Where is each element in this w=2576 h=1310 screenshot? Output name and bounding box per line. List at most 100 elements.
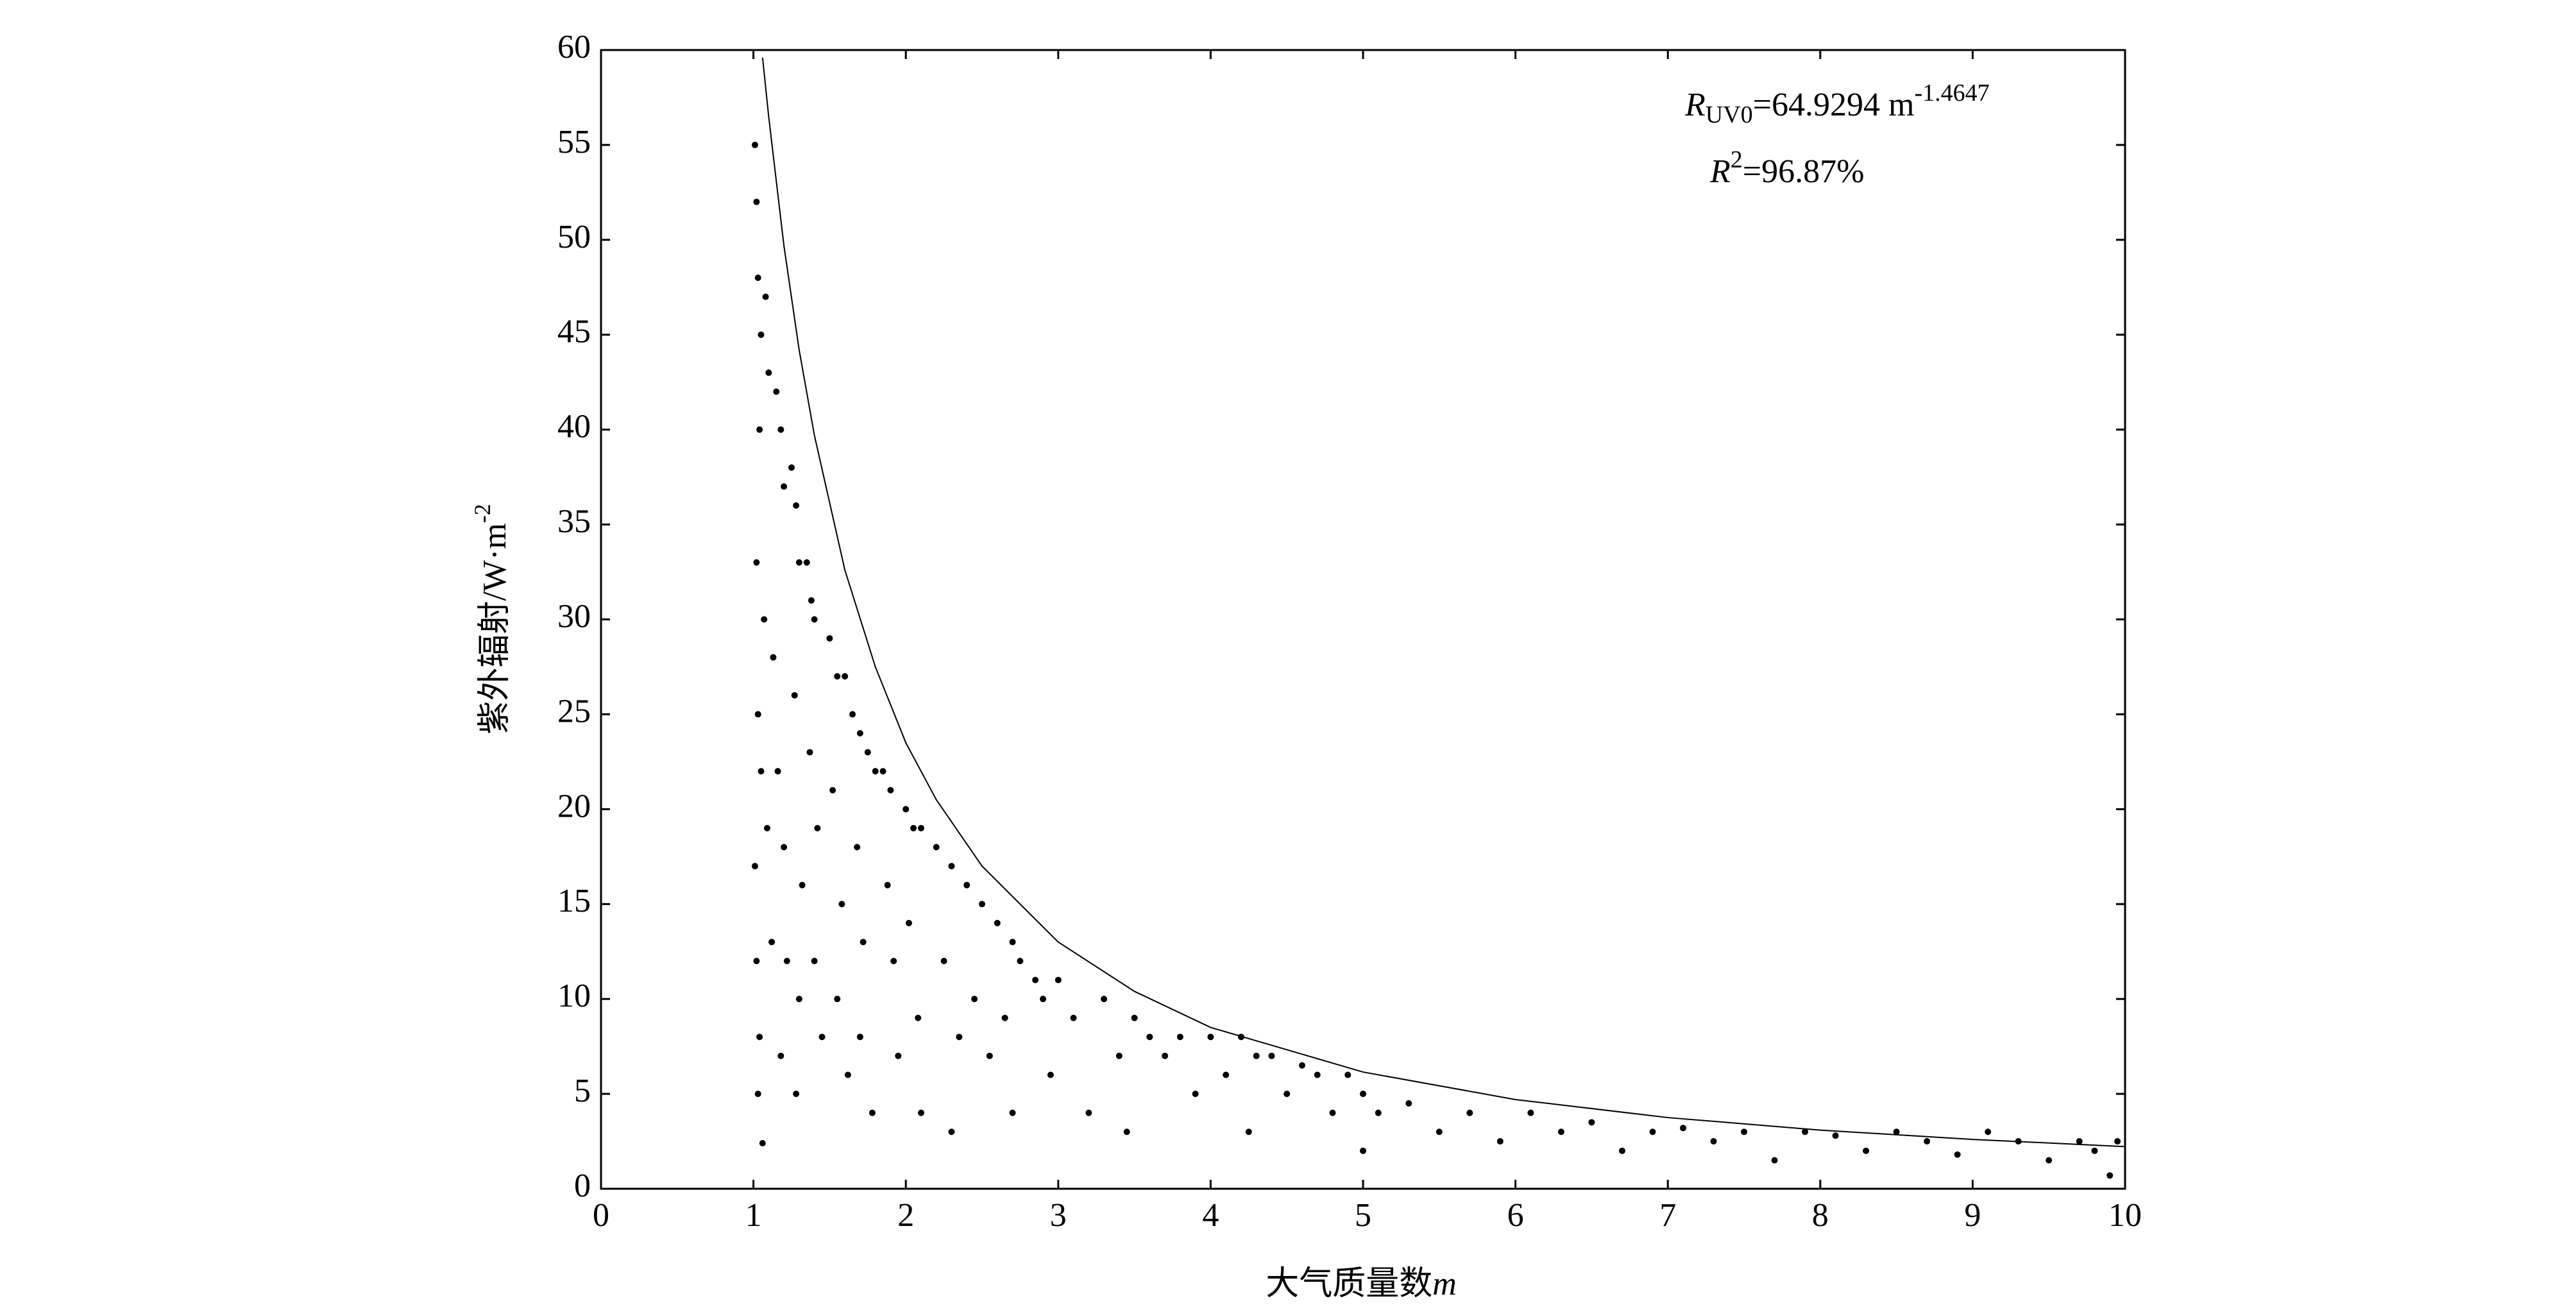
point <box>849 711 856 718</box>
point <box>803 559 810 566</box>
point <box>1009 1109 1016 1116</box>
fit-annotation: RUV0=64.9294 m-1.4647 <box>1684 80 1990 128</box>
r2-text: =96.87% <box>1743 153 1865 190</box>
point <box>1360 1147 1366 1154</box>
point <box>1207 1034 1214 1041</box>
point <box>791 692 798 699</box>
point <box>1253 1052 1260 1059</box>
y-label-sup: -2 <box>470 504 495 523</box>
point <box>818 1034 826 1041</box>
point <box>753 559 760 566</box>
point <box>1832 1132 1839 1139</box>
point <box>806 749 813 756</box>
point <box>842 673 849 680</box>
point <box>844 1071 851 1078</box>
point <box>1344 1071 1352 1078</box>
y-tick-label: 40 <box>557 409 591 445</box>
y-tick-label: 25 <box>557 693 591 729</box>
x-tick-label: 1 <box>745 1197 762 1234</box>
point <box>963 881 970 889</box>
point <box>1985 1128 1992 1136</box>
point <box>1954 1151 1961 1158</box>
fit-curve <box>761 57 2126 1148</box>
point <box>860 939 867 946</box>
point <box>754 1091 761 1098</box>
point <box>1771 1157 1778 1164</box>
point <box>1375 1109 1382 1116</box>
point <box>774 768 781 775</box>
point <box>1040 996 1047 1003</box>
point <box>856 1034 863 1041</box>
point <box>979 901 985 908</box>
fit-sup: -1.4647 <box>1914 80 1989 106</box>
x-tick-label: 0 <box>593 1197 609 1234</box>
point <box>758 768 765 775</box>
point <box>751 141 758 148</box>
point <box>1557 1128 1564 1136</box>
point <box>1924 1138 1931 1145</box>
point <box>754 275 761 281</box>
point <box>879 768 886 775</box>
x-label-var: m <box>1432 1266 1457 1302</box>
y-tick-label: 60 <box>557 29 591 65</box>
point <box>1085 1109 1092 1116</box>
point <box>753 958 760 964</box>
point <box>768 939 775 946</box>
point <box>2091 1147 2098 1154</box>
point <box>917 824 924 831</box>
x-tick-label: 2 <box>897 1197 914 1234</box>
point <box>1649 1128 1656 1136</box>
point <box>763 824 770 831</box>
point <box>1070 1014 1077 1021</box>
point <box>838 901 845 908</box>
point <box>754 711 761 718</box>
fit-text: =64.9294 m <box>1753 87 1915 123</box>
point <box>788 464 795 471</box>
y-tick-label: 15 <box>557 883 591 919</box>
y-tick-label: 0 <box>574 1168 591 1204</box>
point <box>808 597 815 604</box>
point <box>915 1014 922 1021</box>
y-tick-label: 30 <box>557 598 591 634</box>
plot-frame <box>600 49 2126 1190</box>
point <box>905 919 912 926</box>
fit-sub: UV0 <box>1706 101 1753 128</box>
point <box>1192 1091 1199 1098</box>
point <box>2046 1157 2053 1164</box>
point <box>2076 1138 2083 1145</box>
point <box>1131 1014 1138 1021</box>
point <box>1268 1052 1275 1059</box>
point <box>1741 1128 1747 1136</box>
point <box>1009 939 1016 946</box>
y-tick-label: 35 <box>557 504 591 540</box>
y-tick-label: 55 <box>557 124 591 160</box>
point <box>756 1034 763 1041</box>
point <box>887 787 894 794</box>
y-tick-label: 20 <box>557 788 591 824</box>
point <box>781 483 788 490</box>
point <box>917 1109 924 1116</box>
point <box>793 1091 800 1098</box>
y-tick-label: 5 <box>574 1073 591 1109</box>
point <box>795 996 802 1003</box>
point <box>1284 1091 1291 1098</box>
point <box>761 616 768 623</box>
point <box>933 844 940 851</box>
y-axis-label: 紫外辐射/W·m-2 <box>470 504 513 734</box>
point <box>1436 1128 1443 1136</box>
point <box>781 844 788 851</box>
y-tick-label: 45 <box>557 314 591 350</box>
point <box>756 426 763 433</box>
point <box>814 824 821 831</box>
x-tick-label: 8 <box>1812 1197 1829 1234</box>
point <box>856 730 863 736</box>
point <box>829 787 836 794</box>
x-tick-label: 3 <box>1050 1197 1067 1234</box>
point <box>1360 1091 1366 1098</box>
point <box>770 654 777 661</box>
point <box>1298 1062 1305 1069</box>
x-tick-label: 9 <box>1964 1197 1981 1234</box>
point <box>1527 1109 1534 1116</box>
point <box>1710 1138 1717 1145</box>
